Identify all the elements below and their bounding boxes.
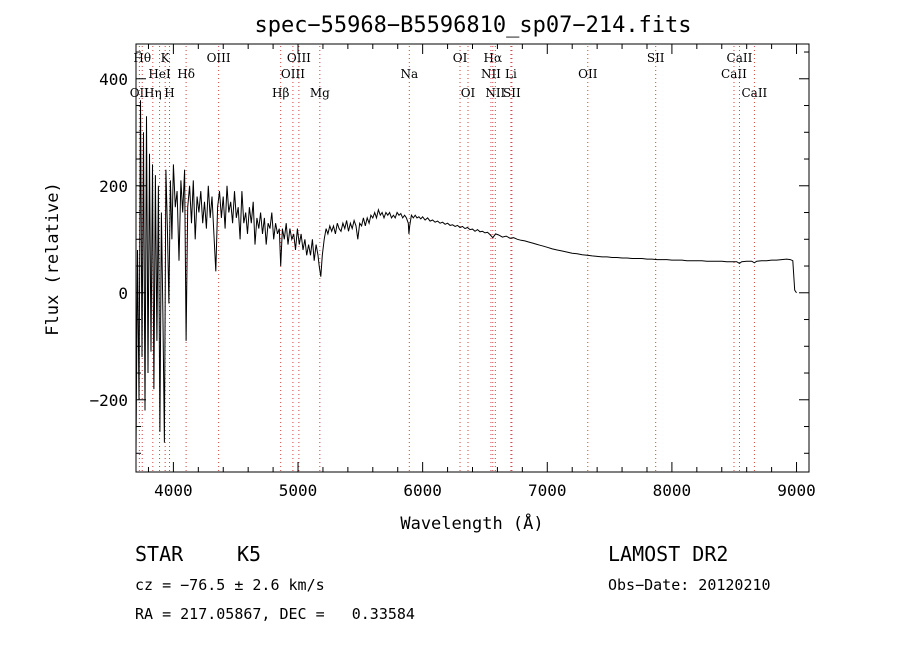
line-label-11: Mg — [310, 86, 330, 100]
line-label-0: OII — [130, 86, 150, 100]
emission-line-markers: OII Hθ Hη HeI K HHδ OIII Hβ OIII OIII Mg Na OI OI Hα NI… — [130, 46, 768, 472]
chart-title: spec−55968−B5596810_sp07−214.fits — [254, 13, 691, 38]
object-subclass: K5 — [237, 542, 262, 566]
x-tick-label-9000: 9000 — [777, 481, 816, 500]
line-label-3: HeI — [148, 67, 171, 81]
line-label-21: SII — [647, 51, 665, 65]
plot-frame — [135, 43, 810, 473]
y-tick-label-0: 0 — [118, 284, 128, 303]
line-label-16: NII — [481, 67, 501, 81]
line-label-14: OI — [461, 86, 476, 100]
x-tick-label-7000: 7000 — [528, 481, 567, 500]
line-label-4: K — [161, 51, 171, 65]
x-tick-label-4000: 4000 — [154, 481, 193, 500]
spectrum-series-line — [135, 100, 797, 454]
y-tick-label-200: 200 — [99, 177, 128, 196]
y-axis-label: Flux (relative) — [43, 182, 63, 336]
x-tick-label-8000: 8000 — [653, 481, 692, 500]
line-label-1: Hθ — [133, 51, 151, 65]
object-class: STAR — [135, 542, 184, 566]
y-tick-label-400: 400 — [99, 70, 128, 89]
y-tick-label--200: −200 — [89, 391, 128, 410]
line-label-10: OIII — [287, 51, 311, 65]
line-label-8: Hβ — [272, 86, 289, 100]
line-label-7: OIII — [207, 51, 231, 65]
x-tick-label-6000: 6000 — [403, 481, 442, 500]
line-label-19: SII — [503, 86, 521, 100]
line-label-5: H — [164, 86, 174, 100]
line-label-23: CaII — [727, 51, 753, 65]
line-label-17: NII — [485, 86, 505, 100]
obs-date-text: Obs−Date: 20120210 — [608, 576, 771, 594]
x-axis-label: Wavelength (Å) — [400, 512, 543, 534]
line-label-20: OII — [578, 67, 598, 81]
line-label-6: Hδ — [177, 67, 195, 81]
line-label-2: Hη — [144, 86, 162, 100]
line-label-13: OI — [453, 51, 468, 65]
line-label-15: Hα — [484, 51, 503, 65]
line-label-9: OIII — [281, 67, 305, 81]
line-label-18: Li — [505, 67, 517, 81]
redshift-text: cz = −76.5 ± 2.6 km/s — [135, 576, 325, 594]
line-label-22: CaII — [721, 67, 747, 81]
x-tick-label-5000: 5000 — [279, 481, 318, 500]
coordinates-text: RA = 217.05867, DEC = 0.33584 — [135, 605, 415, 623]
line-label-24: CaII — [741, 86, 767, 100]
axis-ticks: 4000 5000 6000 7000 8000 9000 −200 0 200 400 — [89, 44, 816, 500]
line-label-12: Na — [400, 67, 418, 81]
survey-label: LAMOST DR2 — [608, 542, 729, 566]
